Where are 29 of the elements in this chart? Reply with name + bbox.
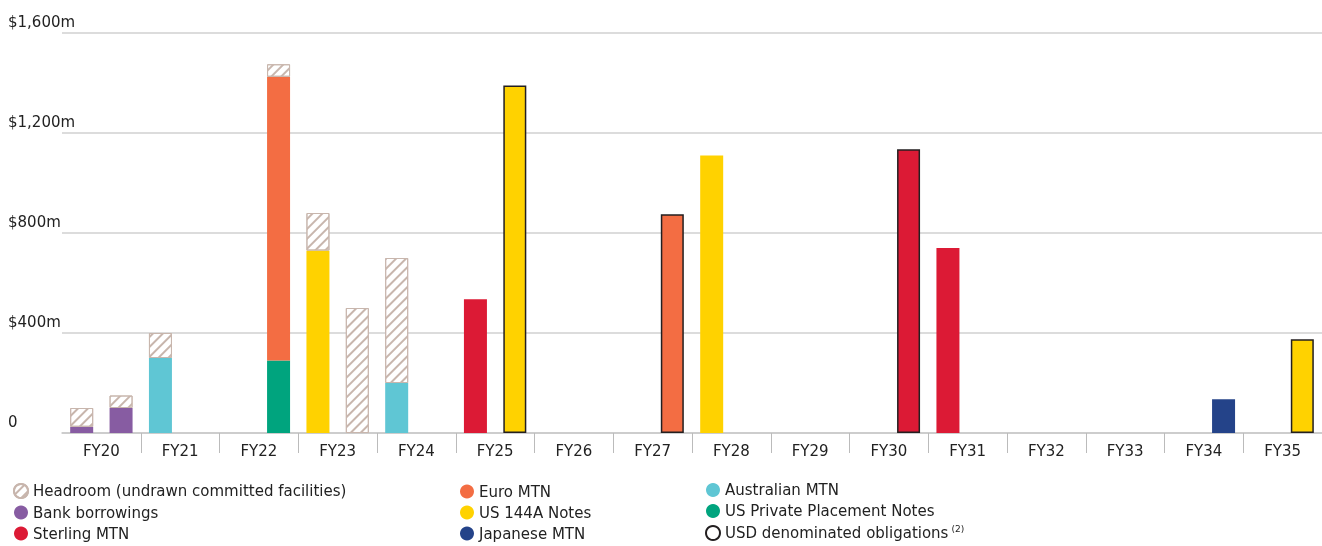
- legend-label: Bank borrowings: [33, 503, 159, 522]
- x-tick-label: FY23: [319, 441, 357, 460]
- x-tick-label: FY34: [1185, 441, 1223, 460]
- x-tick-label: FY28: [712, 441, 750, 460]
- legend-label: US 144A Notes: [479, 503, 592, 522]
- x-tick-label: FY35: [1264, 441, 1302, 460]
- legend-label: US Private Placement Notes: [725, 502, 935, 520]
- x-tick-label: FY24: [397, 441, 435, 460]
- x-tick-label: FY27: [634, 441, 672, 460]
- x-tick-label: FY20: [82, 441, 120, 460]
- legend-label: Euro MTN: [479, 482, 552, 501]
- legend-label: Headroom (undrawn committed facilities): [33, 482, 347, 500]
- x-tick-label: FY26: [555, 441, 593, 460]
- x-tick-label: FY33: [1106, 441, 1144, 460]
- x-tick-label: FY25: [476, 441, 514, 460]
- x-tick-label: FY32: [1027, 441, 1065, 460]
- y-tick-label: $1,600m: [8, 12, 76, 31]
- x-tick-label: FY31: [949, 441, 987, 460]
- y-tick-label: $400m: [8, 312, 61, 331]
- x-tick-label: FY30: [870, 441, 908, 460]
- x-tick-label: FY21: [161, 441, 199, 460]
- y-tick-label: $1,200m: [8, 112, 76, 131]
- y-tick-label: 0: [8, 412, 18, 431]
- legend-label: Japanese MTN: [478, 524, 586, 543]
- x-tick-label: FY22: [240, 441, 278, 460]
- y-tick-label: $800m: [8, 212, 61, 231]
- legend-label: Sterling MTN: [33, 524, 130, 543]
- legend-label: Australian MTN: [725, 481, 839, 499]
- x-tick-label: FY29: [791, 441, 829, 460]
